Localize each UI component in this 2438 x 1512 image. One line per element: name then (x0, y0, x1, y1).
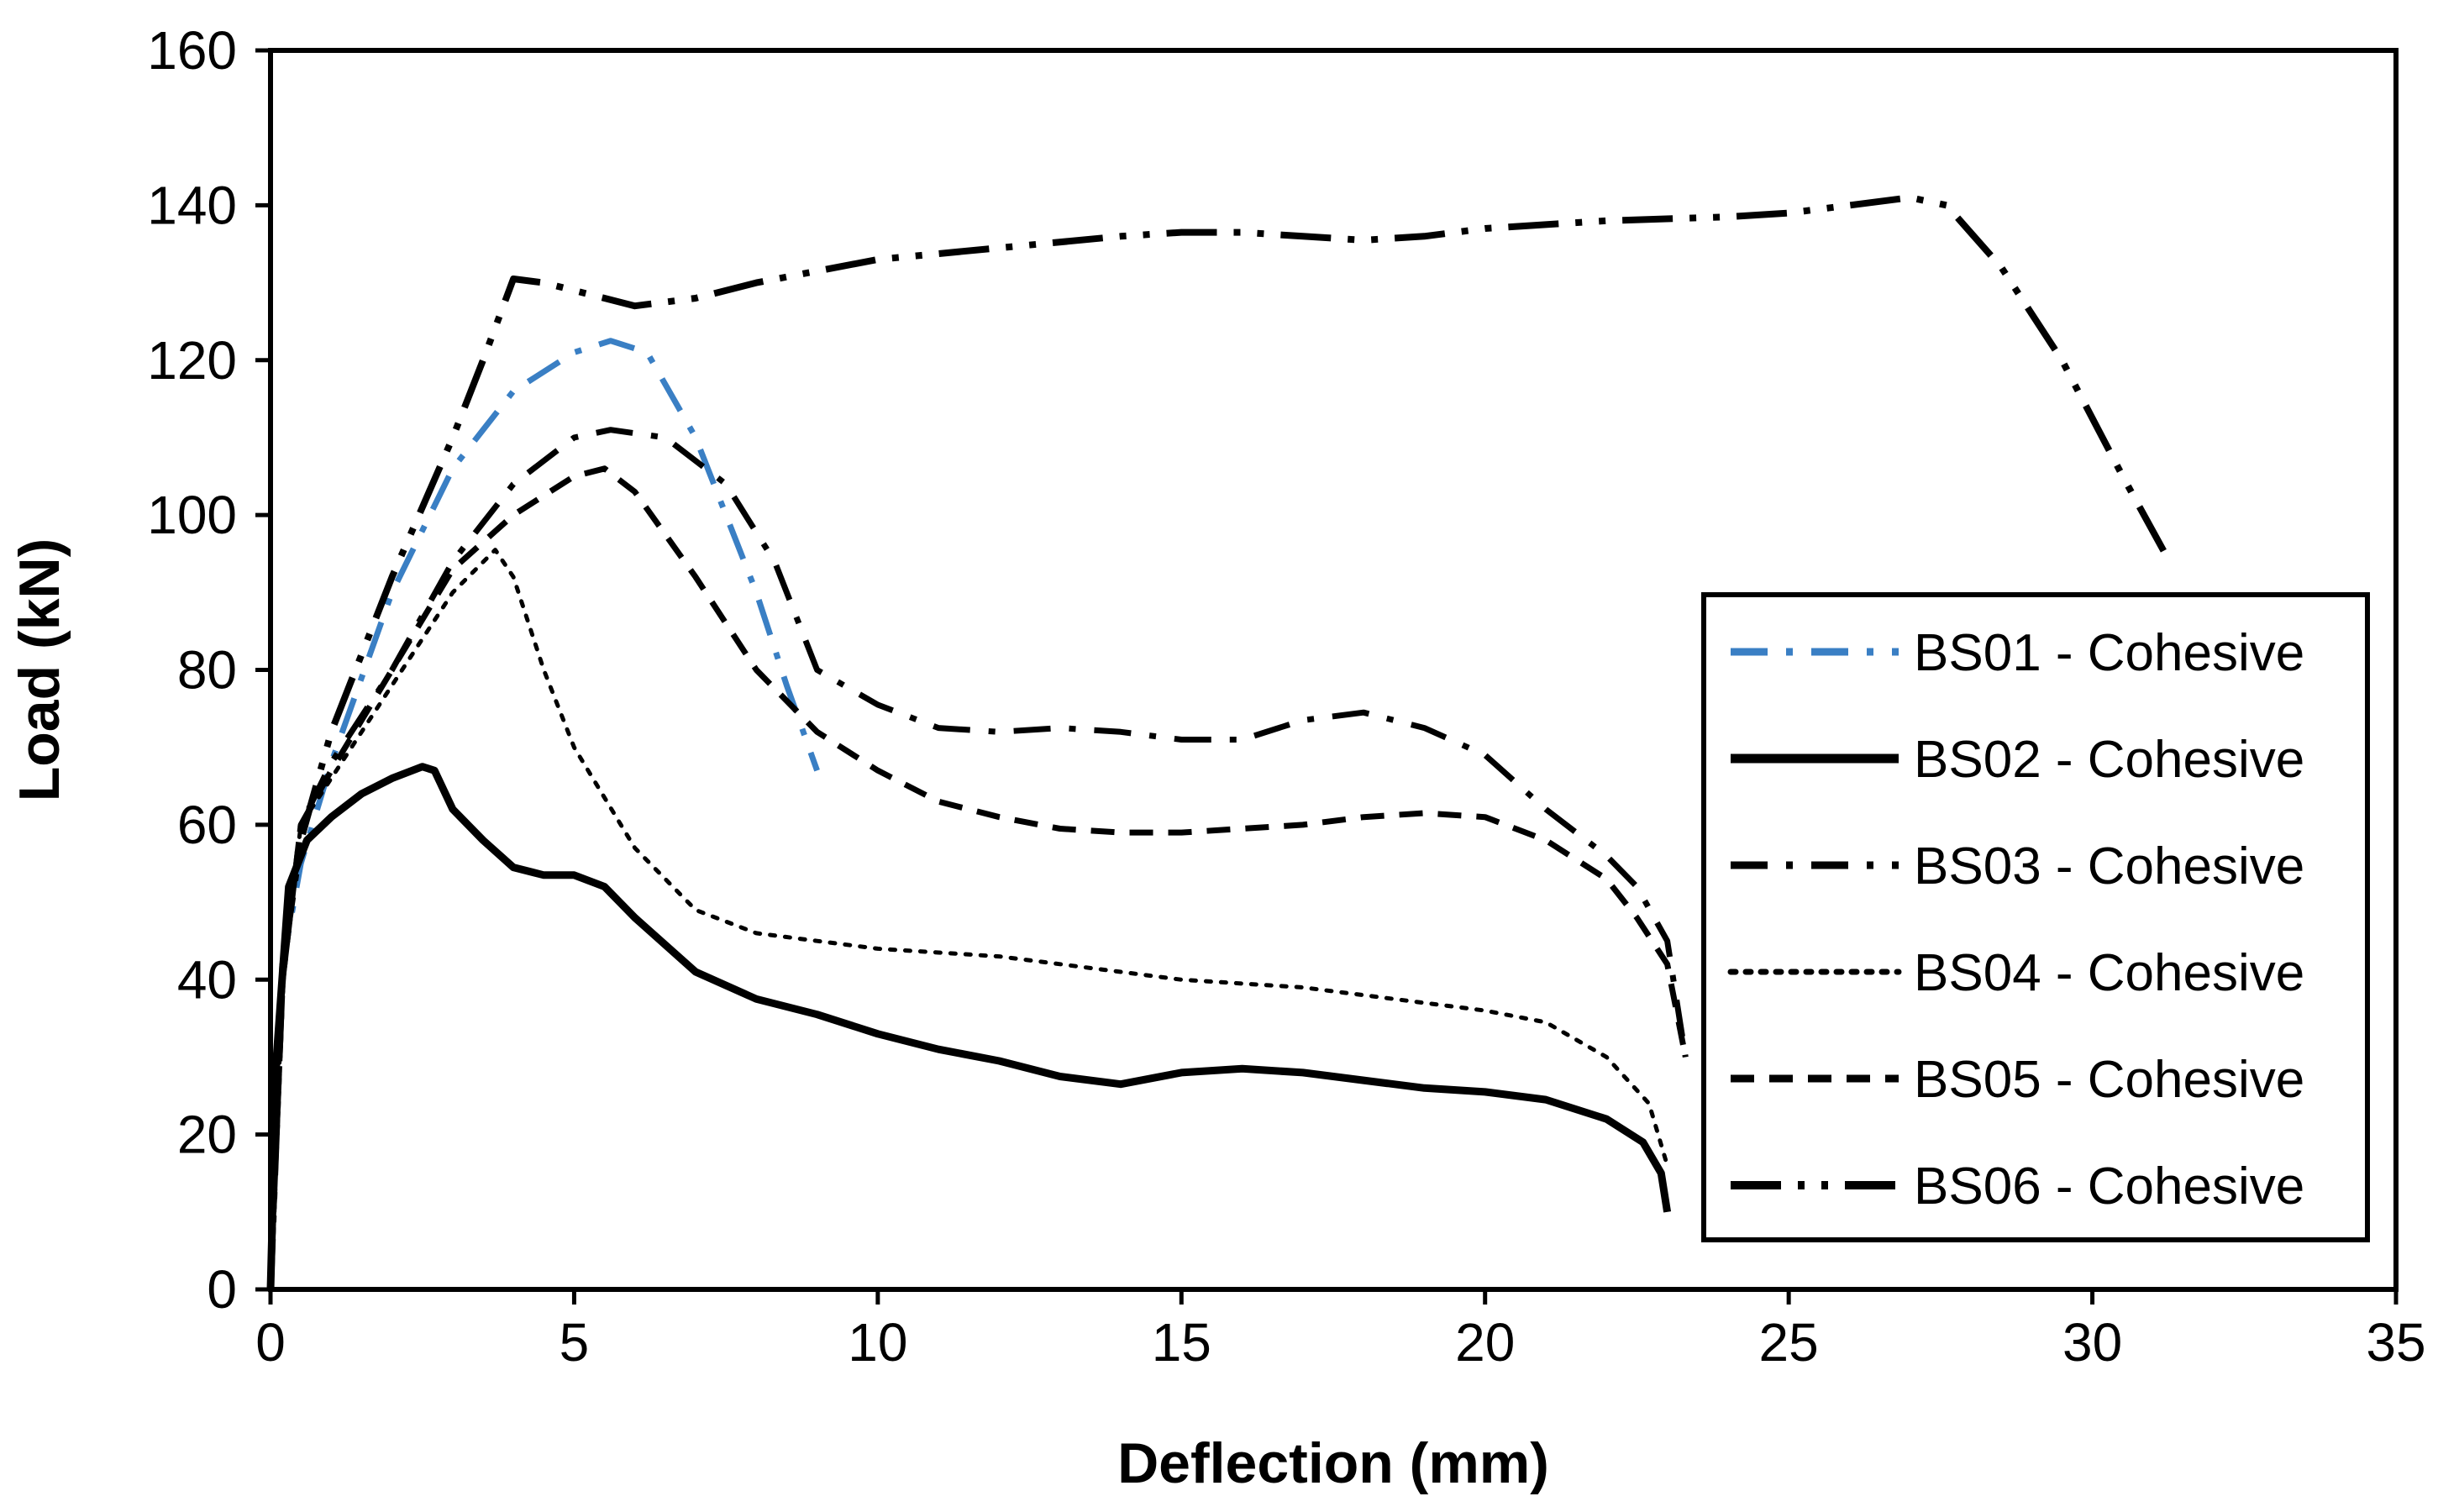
y-tick-label: 0 (207, 1259, 237, 1320)
y-tick-label: 80 (177, 640, 237, 701)
y-tick-label: 120 (147, 330, 237, 391)
series-line-4 (268, 548, 1670, 1292)
x-tick-label: 15 (1152, 1312, 1211, 1373)
legend-label-3: BS03 - Cohesive (1914, 837, 2304, 895)
y-tick-label: 40 (177, 949, 237, 1010)
x-tick-label: 30 (2062, 1312, 2122, 1373)
y-tick-label: 20 (177, 1105, 237, 1165)
y-tick-label: 160 (147, 20, 237, 81)
legend-box (1701, 592, 2370, 1242)
legend: BS01 - Cohesive BS02 - Cohesive BS03 - Coh… (1701, 592, 2370, 1242)
series-line-3 (267, 427, 1689, 1290)
x-tick-label: 20 (1455, 1312, 1515, 1373)
legend-label-5: BS05 - Cohesive (1914, 1051, 2304, 1109)
y-tick-label: 140 (147, 175, 237, 235)
legend-label-6: BS06 - Cohesive (1914, 1158, 2304, 1215)
y-tick-label: 100 (147, 485, 237, 545)
y-axis-ticks: 0 20 40 60 80 100 120 140 160 (147, 20, 271, 1320)
series-line-2 (266, 763, 1672, 1290)
legend-label-4: BS04 - Cohesive (1914, 944, 2304, 1002)
legend-label-2: BS02 - Cohesive (1914, 731, 2304, 789)
x-tick-label: 25 (1759, 1312, 1819, 1373)
series-line-1 (267, 338, 820, 1290)
series-layer (266, 194, 2168, 1292)
x-axis-title: Deflection (mm) (1117, 1431, 1549, 1495)
series-line-6 (267, 194, 2168, 1290)
x-tick-label: 0 (255, 1312, 286, 1373)
y-axis-title: Load (kN) (8, 538, 71, 802)
x-tick-label: 5 (560, 1312, 590, 1373)
x-tick-label: 35 (2366, 1312, 2425, 1373)
x-tick-label: 10 (848, 1312, 907, 1373)
y-tick-label: 60 (177, 795, 237, 855)
x-axis-ticks: 0 5 10 15 20 25 30 35 (255, 1289, 2426, 1373)
legend-label-1: BS01 - Cohesive (1914, 624, 2304, 682)
